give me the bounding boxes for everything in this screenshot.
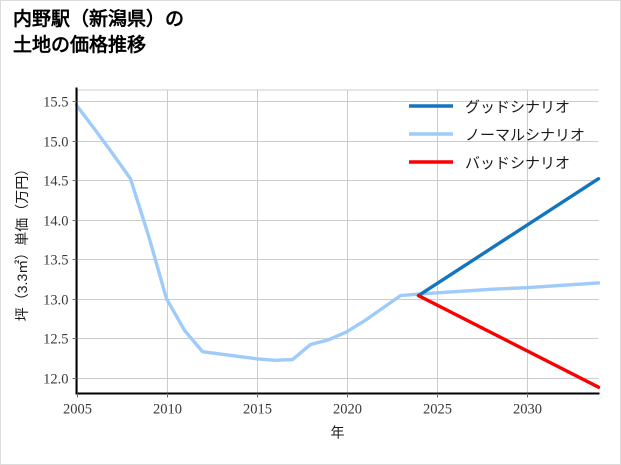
series-lines xyxy=(74,103,601,389)
series-line-バッドシナリオ xyxy=(416,293,601,389)
y-tick-label: 13.0 xyxy=(43,293,68,309)
y-tick-label: 14.5 xyxy=(43,174,68,190)
series-line-ノーマルシナリオ xyxy=(74,103,601,363)
x-tick-label: 2015 xyxy=(243,402,272,418)
y-tick-label: 15.0 xyxy=(43,135,68,151)
y-tick-label: 15.5 xyxy=(43,95,68,111)
x-tick-label: 2020 xyxy=(333,402,362,418)
y-axis-title: 坪（3.3㎡）単価（万円） xyxy=(14,162,30,321)
tick-labels: 12.0 12.5 13.0 13.5 14.0 14.5 15.0 15.5 2005 2010… xyxy=(43,95,542,418)
axes xyxy=(72,87,600,398)
x-tick-label: 2030 xyxy=(513,402,542,418)
x-tick-label: 2025 xyxy=(423,402,452,418)
x-tick-label: 2010 xyxy=(153,402,182,418)
page-title: 内野駅（新潟県）の 土地の価格推移 xyxy=(13,9,185,56)
legend-label-bad: バッドシナリオ xyxy=(465,156,570,172)
axis-titles: 年 坪（3.3㎡）単価（万円） xyxy=(14,162,345,441)
y-tick-label: 12.0 xyxy=(43,372,68,388)
gridlines xyxy=(76,89,599,394)
x-tick-label: 2005 xyxy=(63,402,92,418)
legend-label-good: グッドシナリオ xyxy=(465,99,570,116)
y-tick-label: 13.5 xyxy=(43,253,68,269)
legend-label-normal: ノーマルシナリオ xyxy=(465,128,585,144)
series-line-グッドシナリオ xyxy=(416,177,601,298)
x-axis-title: 年 xyxy=(331,425,345,441)
y-tick-label: 14.0 xyxy=(43,214,68,230)
y-tick-label: 12.5 xyxy=(43,332,68,348)
